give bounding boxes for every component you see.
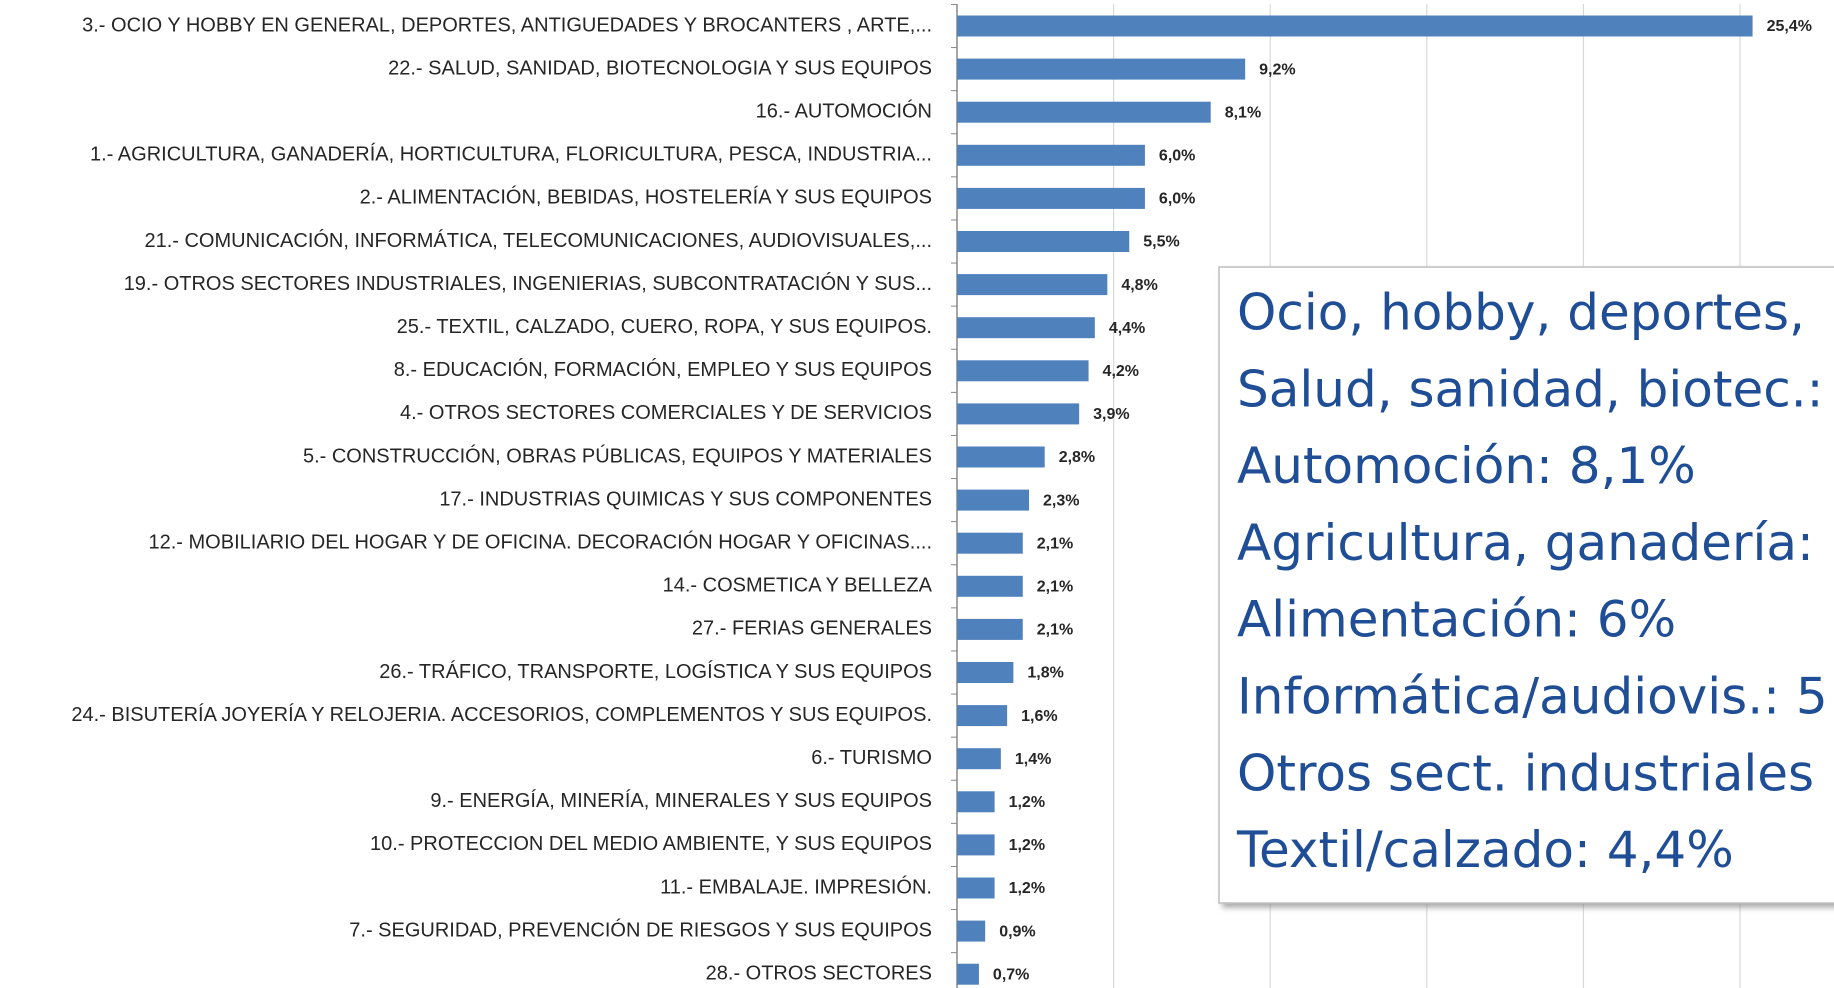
annotation-line: Otros sect. industriales bbox=[1237, 744, 1814, 802]
bar bbox=[957, 791, 995, 813]
value-label: 2,1% bbox=[1037, 622, 1073, 639]
value-label: 1,2% bbox=[1009, 794, 1045, 811]
value-label: 0,9% bbox=[999, 923, 1035, 940]
category-label: 8.- EDUCACIÓN, FORMACIÓN, EMPLEO Y SUS E… bbox=[394, 358, 932, 381]
value-label: 1,8% bbox=[1027, 665, 1063, 682]
value-label: 1,2% bbox=[1009, 837, 1045, 854]
category-label: 5.- CONSTRUCCIÓN, OBRAS PÚBLICAS, EQUIPO… bbox=[303, 444, 932, 467]
bar bbox=[957, 748, 1001, 770]
category-label: 24.- BISUTERÍA JOYERÍA Y RELOJERIA. ACCE… bbox=[71, 703, 932, 726]
value-label: 2,8% bbox=[1059, 449, 1095, 466]
bar bbox=[957, 144, 1145, 166]
annotation-line: Automoción: 8,1% bbox=[1237, 437, 1696, 495]
bar bbox=[957, 920, 986, 942]
bar bbox=[957, 403, 1080, 425]
annotation-box: Ocio, hobby, deportes, Salud, sanidad, bi… bbox=[1218, 266, 1834, 904]
bar bbox=[957, 274, 1108, 296]
category-label: 21.- COMUNICACIÓN, INFORMÁTICA, TELECOMU… bbox=[144, 229, 932, 252]
bar bbox=[957, 489, 1030, 511]
category-label: 27.- FERIAS GENERALES bbox=[692, 618, 932, 640]
value-label: 6,0% bbox=[1159, 148, 1195, 165]
value-label: 0,7% bbox=[993, 966, 1029, 983]
value-label: 4,2% bbox=[1103, 363, 1139, 380]
value-label: 6,0% bbox=[1159, 191, 1195, 208]
bar bbox=[957, 705, 1008, 727]
bar bbox=[957, 101, 1211, 123]
bar bbox=[957, 446, 1045, 468]
value-label: 1,4% bbox=[1015, 751, 1051, 768]
annotation-background bbox=[1218, 266, 1834, 904]
annotation-line: Ocio, hobby, deportes, bbox=[1237, 284, 1805, 342]
category-label: 2.- ALIMENTACIÓN, BEBIDAS, HOSTELERÍA Y … bbox=[360, 186, 932, 209]
category-label: 14.- COSMETICA Y BELLEZA bbox=[663, 575, 933, 597]
value-label: 1,6% bbox=[1021, 708, 1057, 725]
value-label: 8,1% bbox=[1225, 104, 1261, 121]
value-label: 2,3% bbox=[1043, 492, 1079, 509]
category-label: 1.- AGRICULTURA, GANADERÍA, HORTICULTURA… bbox=[90, 143, 932, 166]
bar bbox=[957, 834, 995, 856]
category-label: 26.- TRÁFICO, TRANSPORTE, LOGÍSTICA Y SU… bbox=[379, 660, 932, 683]
bar bbox=[957, 963, 979, 985]
category-label: 4.- OTROS SECTORES COMERCIALES Y DE SERV… bbox=[400, 402, 932, 424]
category-label: 3.- OCIO Y HOBBY EN GENERAL, DEPORTES, A… bbox=[82, 14, 932, 36]
category-label: 17.- INDUSTRIAS QUIMICAS Y SUS COMPONENT… bbox=[439, 488, 932, 510]
annotation-line: Agricultura, ganadería: bbox=[1237, 514, 1814, 572]
value-label: 3,9% bbox=[1093, 406, 1129, 423]
bar bbox=[957, 532, 1023, 554]
category-label: 6.- TURISMO bbox=[811, 747, 932, 769]
bars: 3.- OCIO Y HOBBY EN GENERAL, DEPORTES, A… bbox=[71, 3, 1812, 985]
category-label: 7.- SEGURIDAD, PREVENCIÓN DE RIESGOS Y S… bbox=[349, 918, 932, 941]
value-label: 2,1% bbox=[1037, 579, 1073, 596]
bar bbox=[957, 575, 1023, 597]
bar bbox=[957, 360, 1089, 382]
category-label: 28.- OTROS SECTORES bbox=[706, 962, 932, 984]
category-label: 22.- SALUD, SANIDAD, BIOTECNOLOGIA Y SUS… bbox=[388, 57, 932, 79]
annotation-line: Informática/audiovis.: 5 bbox=[1237, 668, 1828, 726]
bar bbox=[957, 15, 1753, 37]
category-label: 9.- ENERGÍA, MINERÍA, MINERALES Y SUS EQ… bbox=[430, 789, 932, 812]
value-label: 2,1% bbox=[1037, 535, 1073, 552]
value-label: 1,2% bbox=[1009, 880, 1045, 897]
bar bbox=[957, 187, 1145, 209]
category-label: 11.- EMBALAJE. IMPRESIÓN. bbox=[660, 875, 932, 898]
annotation-line: Alimentación: 6% bbox=[1237, 591, 1676, 649]
bar bbox=[957, 618, 1023, 640]
category-label: 12.- MOBILIARIO DEL HOGAR Y DE OFICINA. … bbox=[149, 530, 933, 553]
category-label: 10.- PROTECCION DEL MEDIO AMBIENTE, Y SU… bbox=[370, 833, 932, 855]
category-label: 19.- OTROS SECTORES INDUSTRIALES, INGENI… bbox=[124, 272, 932, 295]
bar bbox=[957, 317, 1095, 339]
value-label: 25,4% bbox=[1767, 18, 1812, 35]
annotation-line: Textil/calzado: 4,4% bbox=[1236, 821, 1734, 879]
value-label: 4,4% bbox=[1109, 320, 1145, 337]
bar bbox=[957, 662, 1014, 683]
bar bbox=[957, 58, 1246, 80]
bar bbox=[957, 877, 995, 899]
category-label: 25.- TEXTIL, CALZADO, CUERO, ROPA, Y SUS… bbox=[397, 316, 932, 338]
category-label: 16.- AUTOMOCIÓN bbox=[756, 99, 932, 122]
value-label: 5,5% bbox=[1143, 234, 1179, 251]
value-label: 4,8% bbox=[1121, 277, 1157, 294]
annotation-line: Salud, sanidad, biotec.: bbox=[1237, 360, 1823, 418]
value-label: 9,2% bbox=[1259, 61, 1295, 78]
bar bbox=[957, 231, 1130, 252]
